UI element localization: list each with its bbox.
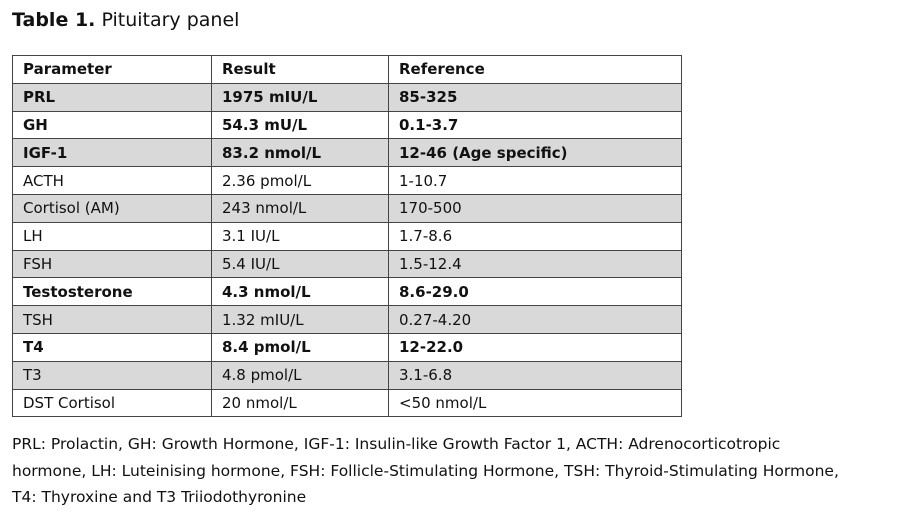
- caption-text: Pituitary panel: [101, 9, 240, 31]
- table-row: TSH 1.32 mIU/L 0.27-4.20: [12, 305, 682, 334]
- table-row: IGF-1 83.2 nmol/L 12-46 (Age specific): [12, 138, 682, 168]
- table-cell: 0.1-3.7: [388, 110, 682, 140]
- table-cell: 8.4 pmol/L: [211, 332, 389, 362]
- table-cell: 12-22.0: [388, 332, 682, 362]
- table-cell: 1.32 mIU/L: [211, 305, 389, 334]
- table-cell: 170-500: [388, 193, 682, 223]
- table-cell: 83.2 nmol/L: [211, 138, 389, 168]
- table-cell: LH: [12, 221, 212, 251]
- table-cell: 85-325: [388, 82, 682, 112]
- table-caption: Table 1. Pituitary panel: [12, 9, 239, 31]
- table-cell: 3.1 IU/L: [211, 221, 389, 251]
- header-row: Parameter Result Reference: [12, 55, 682, 84]
- table-cell: 1.5-12.4: [388, 249, 682, 279]
- table-row: Testosterone 4.3 nmol/L 8.6-29.0: [12, 277, 682, 307]
- table-cell: 4.8 pmol/L: [211, 360, 389, 390]
- table-row: DST Cortisol 20 nmol/L <50 nmol/L: [12, 388, 682, 418]
- table-cell: 2.36 pmol/L: [211, 166, 389, 195]
- table-cell: 8.6-29.0: [388, 277, 682, 307]
- table-row: GH 54.3 mU/L 0.1-3.7: [12, 110, 682, 140]
- table-row: ACTH 2.36 pmol/L 1-10.7: [12, 166, 682, 195]
- table-row: Cortisol (AM) 243 nmol/L 170-500: [12, 193, 682, 223]
- table-cell: 1975 mIU/L: [211, 82, 389, 112]
- table-cell: 4.3 nmol/L: [211, 277, 389, 307]
- header-cell: Result: [211, 55, 389, 84]
- table-cell: GH: [12, 110, 212, 140]
- footnote: PRL: Prolactin, GH: Growth Hormone, IGF-…: [12, 431, 839, 511]
- table-row: T3 4.8 pmol/L 3.1-6.8: [12, 360, 682, 390]
- header-cell: Parameter: [12, 55, 212, 84]
- table-cell: TSH: [12, 305, 212, 334]
- header-cell: Reference: [388, 55, 682, 84]
- table-row: FSH 5.4 IU/L 1.5-12.4: [12, 249, 682, 279]
- caption-label: Table 1.: [12, 9, 96, 31]
- table-cell: 5.4 IU/L: [211, 249, 389, 279]
- table-cell: PRL: [12, 82, 212, 112]
- table-cell: DST Cortisol: [12, 388, 212, 418]
- table-cell: 54.3 mU/L: [211, 110, 389, 140]
- footnote-line: PRL: Prolactin, GH: Growth Hormone, IGF-…: [12, 435, 781, 453]
- footnote-line: T4: Thyroxine and T3 Triiodothyronine: [12, 488, 307, 506]
- table-cell: FSH: [12, 249, 212, 279]
- table-cell: 1-10.7: [388, 166, 682, 195]
- table-cell: T4: [12, 332, 212, 362]
- table-cell: T3: [12, 360, 212, 390]
- table-cell: 3.1-6.8: [388, 360, 682, 390]
- table-cell: ACTH: [12, 166, 212, 195]
- table-row: T4 8.4 pmol/L 12-22.0: [12, 332, 682, 362]
- table-cell: 12-46 (Age specific): [388, 138, 682, 168]
- table-cell: Testosterone: [12, 277, 212, 307]
- table-row: PRL 1975 mIU/L 85-325: [12, 82, 682, 112]
- table-cell: 20 nmol/L: [211, 388, 389, 418]
- table-cell: 1.7-8.6: [388, 221, 682, 251]
- footnote-line: hormone, LH: Luteinising hormone, FSH: F…: [12, 461, 839, 480]
- table-row: LH 3.1 IU/L 1.7-8.6: [12, 221, 682, 251]
- table-cell: 0.27-4.20: [388, 305, 682, 334]
- table-cell: Cortisol (AM): [12, 193, 212, 223]
- table-cell: 243 nmol/L: [211, 193, 389, 223]
- table-cell: <50 nmol/L: [388, 388, 682, 418]
- table-cell: IGF-1: [12, 138, 212, 168]
- results-table: Parameter Result Reference PRL 1975 mIU/L 85-…: [12, 55, 682, 418]
